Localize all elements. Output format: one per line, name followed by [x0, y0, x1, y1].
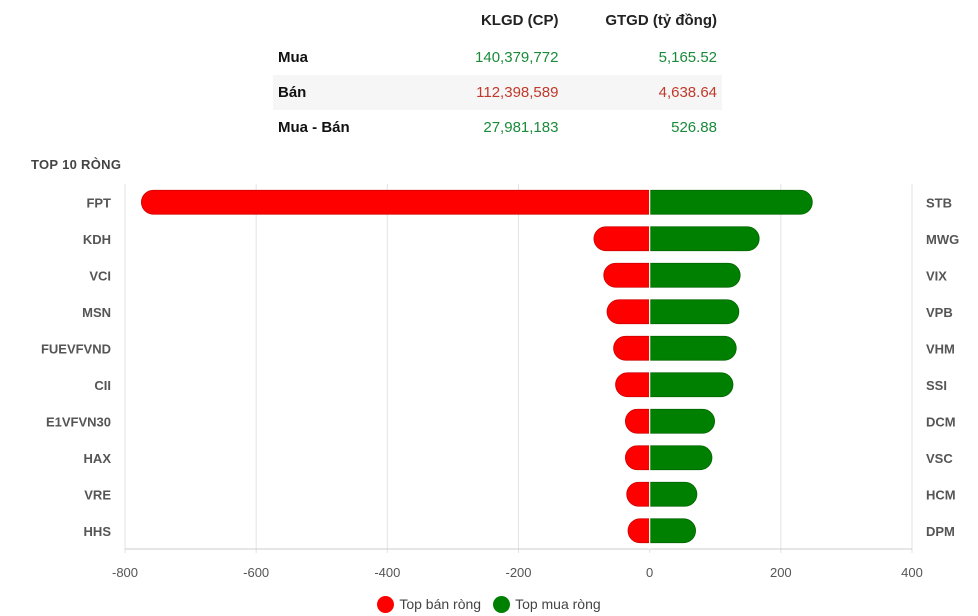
legend-item-sell[interactable]: Top bán ròng	[377, 594, 481, 614]
legend-item-buy[interactable]: Top mua ròng	[493, 594, 601, 614]
header-klgd: KLGD (CP)	[480, 11, 559, 29]
sell-bar	[603, 262, 651, 288]
x-tick-label: 0	[646, 565, 653, 580]
buy-category-label: VPB	[926, 305, 953, 320]
buy-bar	[649, 189, 813, 215]
sell-bar	[615, 372, 651, 398]
legend-label-sell: Top bán ròng	[399, 596, 482, 612]
row-gtgd: 526.88	[671, 119, 717, 136]
buy-category-label: VSC	[926, 451, 953, 466]
row-label: Mua - Bán	[278, 119, 350, 136]
row-klgd: 112,398,589	[411, 75, 564, 110]
legend-dot-green-icon	[493, 595, 511, 613]
buy-category-label: MWG	[926, 232, 959, 247]
sell-category-label: VRE	[84, 487, 111, 502]
x-tick-label: -800	[112, 565, 138, 580]
buy-category-label: VHM	[926, 341, 955, 356]
buy-bar	[649, 372, 734, 398]
buy-bar	[649, 262, 741, 288]
buy-bar	[649, 408, 715, 434]
x-tick-label: -600	[243, 565, 269, 580]
sell-bar	[626, 481, 651, 507]
sell-category-label: E1VFVN30	[46, 414, 111, 429]
sell-category-label: FUEVFVND	[41, 341, 111, 356]
buy-category-label: DPM	[926, 524, 955, 539]
x-tick-label: 400	[901, 565, 923, 580]
sell-bar	[627, 518, 651, 544]
buy-bar	[649, 335, 737, 361]
legend-label-buy: Top mua ròng	[515, 596, 601, 612]
sell-category-label: HHS	[84, 524, 112, 539]
summary-row-ban: Bán 112,398,589 4,638.64	[273, 75, 722, 110]
sell-bar	[593, 226, 651, 252]
legend-dot-red-icon	[377, 595, 395, 613]
sell-category-label: HAX	[84, 451, 112, 466]
sell-bar	[613, 335, 651, 361]
sell-bar	[625, 445, 651, 471]
row-gtgd: 5,165.52	[658, 49, 717, 66]
row-klgd: 140,379,772	[475, 49, 559, 66]
row-gtgd: 4,638.64	[563, 75, 722, 110]
buy-category-label: STB	[926, 195, 952, 210]
chart-legend: Top bán ròng Top mua ròng	[0, 594, 978, 614]
sell-category-label: MSN	[82, 305, 111, 320]
buy-category-label: HCM	[926, 487, 956, 502]
x-tick-label: 200	[770, 565, 792, 580]
net-trade-chart: -800 -600 -400 -200 0 200 400 FPT STB KDH MWG VCI VI…	[41, 184, 959, 580]
header-gtgd: GTGD (tỷ đồng)	[605, 11, 717, 29]
buy-category-label: SSI	[926, 378, 947, 393]
sell-category-label: CII	[94, 378, 111, 393]
sell-category-label: VCI	[89, 268, 111, 283]
sell-category-label: KDH	[83, 232, 111, 247]
summary-row-mua-ban: Mua - Bán 27,981,183 526.88	[273, 110, 722, 145]
buy-bar	[649, 226, 760, 252]
sell-bar	[625, 408, 651, 434]
x-tick-label: -200	[505, 565, 531, 580]
chart-title: TOP 10 RÒNG	[31, 157, 122, 172]
buy-bar	[649, 481, 698, 507]
x-tick-label: -400	[374, 565, 400, 580]
summary-row-mua: Mua 140,379,772 5,165.52	[273, 40, 722, 75]
sell-bar	[606, 299, 651, 325]
summary-table: KLGD (CP) GTGD (tỷ đồng) Mua 140,379,772…	[273, 0, 722, 145]
buy-bar	[649, 299, 740, 325]
buy-bar	[649, 518, 696, 544]
row-label: Mua	[278, 49, 308, 66]
row-klgd: 27,981,183	[483, 119, 559, 136]
row-label: Bán	[273, 75, 412, 110]
buy-bar	[649, 445, 713, 471]
sell-bar	[140, 189, 651, 215]
buy-category-label: VIX	[926, 268, 947, 283]
buy-category-label: DCM	[926, 414, 956, 429]
sell-category-label: FPT	[86, 195, 111, 210]
